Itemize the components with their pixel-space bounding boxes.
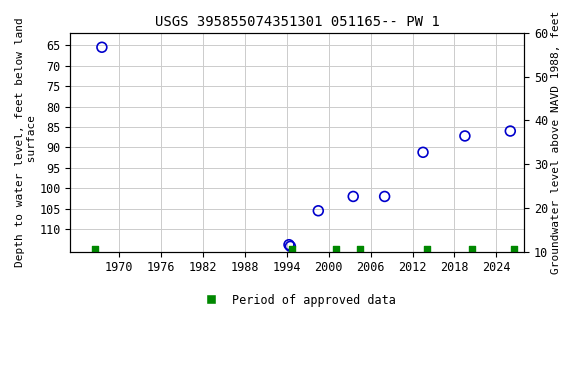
Point xyxy=(418,149,427,156)
Point xyxy=(460,133,469,139)
Point xyxy=(314,208,323,214)
Point xyxy=(509,246,518,252)
Point xyxy=(90,246,100,252)
Point xyxy=(286,243,295,249)
Point xyxy=(506,128,515,134)
Point xyxy=(467,246,476,252)
Point xyxy=(355,246,365,252)
Legend: Period of approved data: Period of approved data xyxy=(194,289,400,311)
Point xyxy=(380,194,389,200)
Point xyxy=(422,246,431,252)
Point xyxy=(97,44,107,50)
Y-axis label: Depth to water level, feet below land
 surface: Depth to water level, feet below land su… xyxy=(15,17,37,267)
Y-axis label: Groundwater level above NAVD 1988, feet: Groundwater level above NAVD 1988, feet xyxy=(551,11,561,274)
Point xyxy=(287,246,297,252)
Point xyxy=(331,246,340,252)
Point xyxy=(348,194,358,200)
Point xyxy=(285,242,294,248)
Title: USGS 395855074351301 051165-- PW 1: USGS 395855074351301 051165-- PW 1 xyxy=(155,15,439,29)
